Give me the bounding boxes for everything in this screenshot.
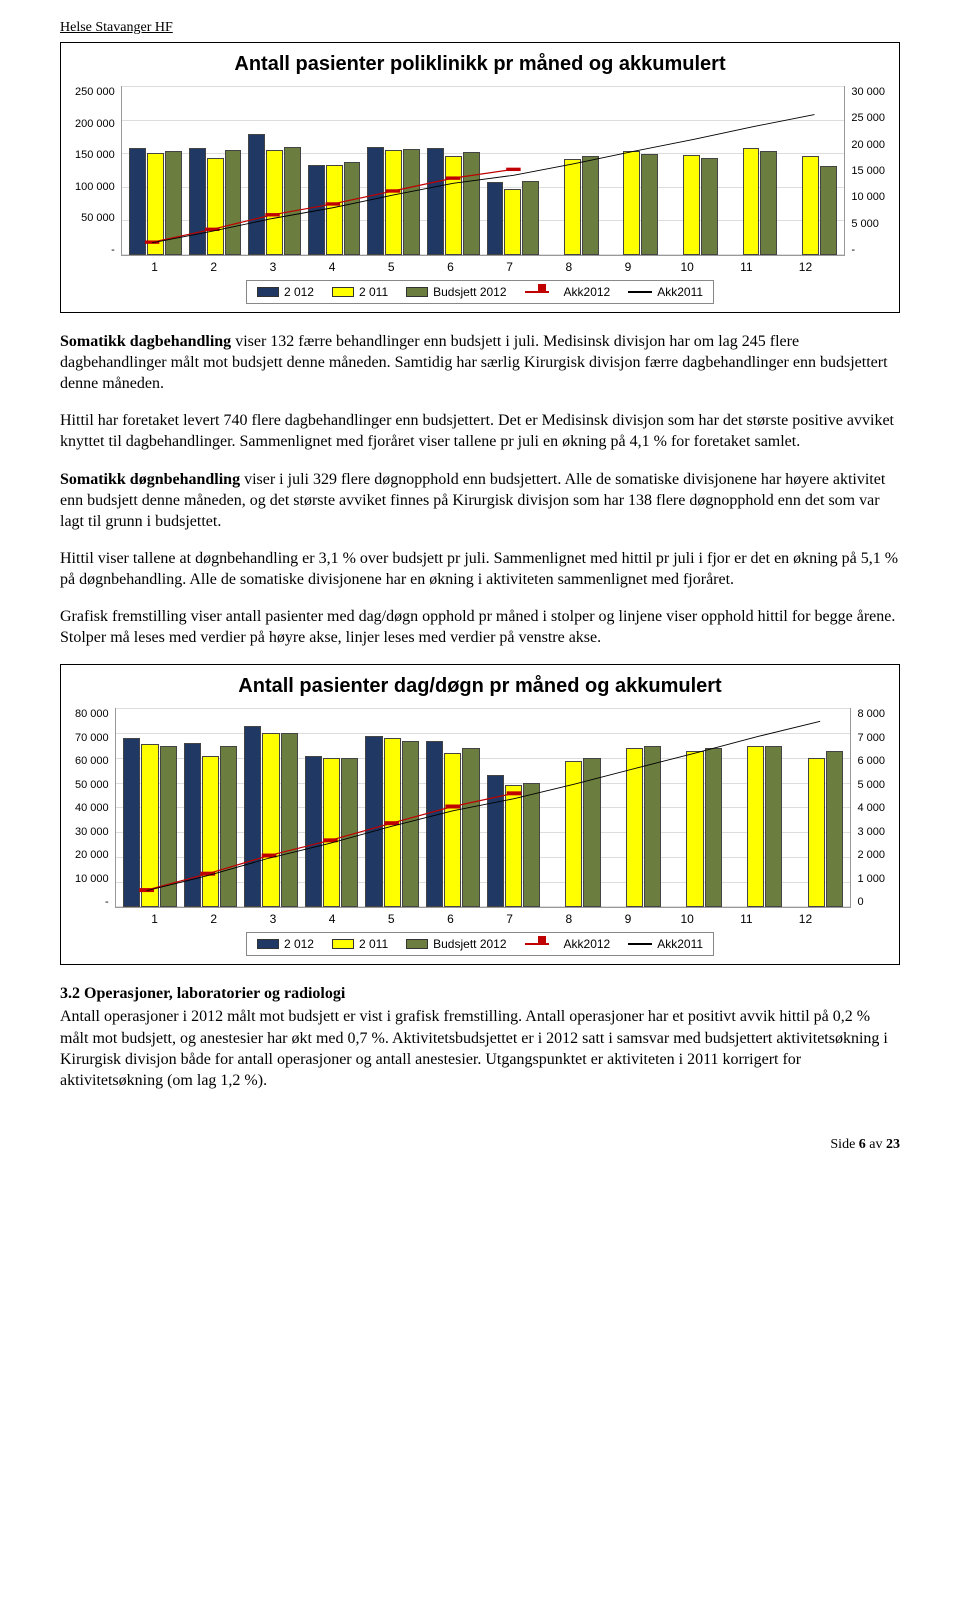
chart2-xaxis: 123456789101112: [75, 908, 885, 926]
legend-item: Akk2011: [628, 937, 703, 951]
chart1-yaxis-left: 250 000200 000150 000100 00050 000-: [75, 86, 121, 256]
para-hittil-tallene: Hittil viser tallene at døgnbehandling e…: [60, 548, 900, 590]
chart2-legend: 2 012 2 011 Budsjett 2012 Akk2012 Akk2011: [246, 932, 714, 956]
page-footer: Side 6 av 23: [0, 1127, 960, 1163]
legend-item: 2 012: [257, 937, 314, 951]
chart2-plot: [115, 708, 852, 908]
chart2-title: Antall pasienter dag/døgn pr måned og ak…: [75, 675, 885, 698]
legend-item: Akk2012: [525, 285, 611, 299]
page-header: Helse Stavanger HF: [60, 20, 900, 36]
para-somatikk-dag: Somatikk dagbehandling viser 132 færre b…: [60, 331, 900, 394]
chart1-yaxis-right: 30 00025 00020 00015 00010 0005 000-: [845, 86, 885, 256]
chart1-plot: [121, 86, 846, 256]
chart1-title: Antall pasienter poliklinikk pr måned og…: [75, 53, 885, 76]
chart-dagdogn: Antall pasienter dag/døgn pr måned og ak…: [60, 664, 900, 965]
chart-poliklinikk: Antall pasienter poliklinikk pr måned og…: [60, 42, 900, 313]
legend-item: Budsjett 2012: [406, 937, 506, 951]
chart2-yaxis-right: 8 0007 0006 0005 0004 0003 0002 0001 000…: [851, 708, 885, 908]
legend-item: 2 011: [332, 937, 388, 951]
para-grafisk: Grafisk fremstilling viser antall pasien…: [60, 606, 900, 648]
para-hittil-foretaket: Hittil har foretaket levert 740 flere da…: [60, 410, 900, 452]
para-somatikk-dogn: Somatikk døgnbehandling viser i juli 329…: [60, 469, 900, 532]
chart2-yaxis-left: 80 00070 00060 00050 00040 00030 00020 0…: [75, 708, 115, 908]
chart1-legend: 2 012 2 011 Budsjett 2012 Akk2012 Akk2011: [246, 280, 714, 304]
legend-item: 2 011: [332, 285, 388, 299]
legend-item: Budsjett 2012: [406, 285, 506, 299]
para-operasjoner: Antall operasjoner i 2012 målt mot budsj…: [60, 1006, 900, 1090]
legend-item: Akk2011: [628, 285, 703, 299]
chart1-xaxis: 123456789101112: [75, 256, 885, 274]
legend-item: Akk2012: [525, 937, 611, 951]
legend-item: 2 012: [257, 285, 314, 299]
heading-3-2: 3.2 Operasjoner, laboratorier og radiolo…: [60, 983, 900, 1004]
